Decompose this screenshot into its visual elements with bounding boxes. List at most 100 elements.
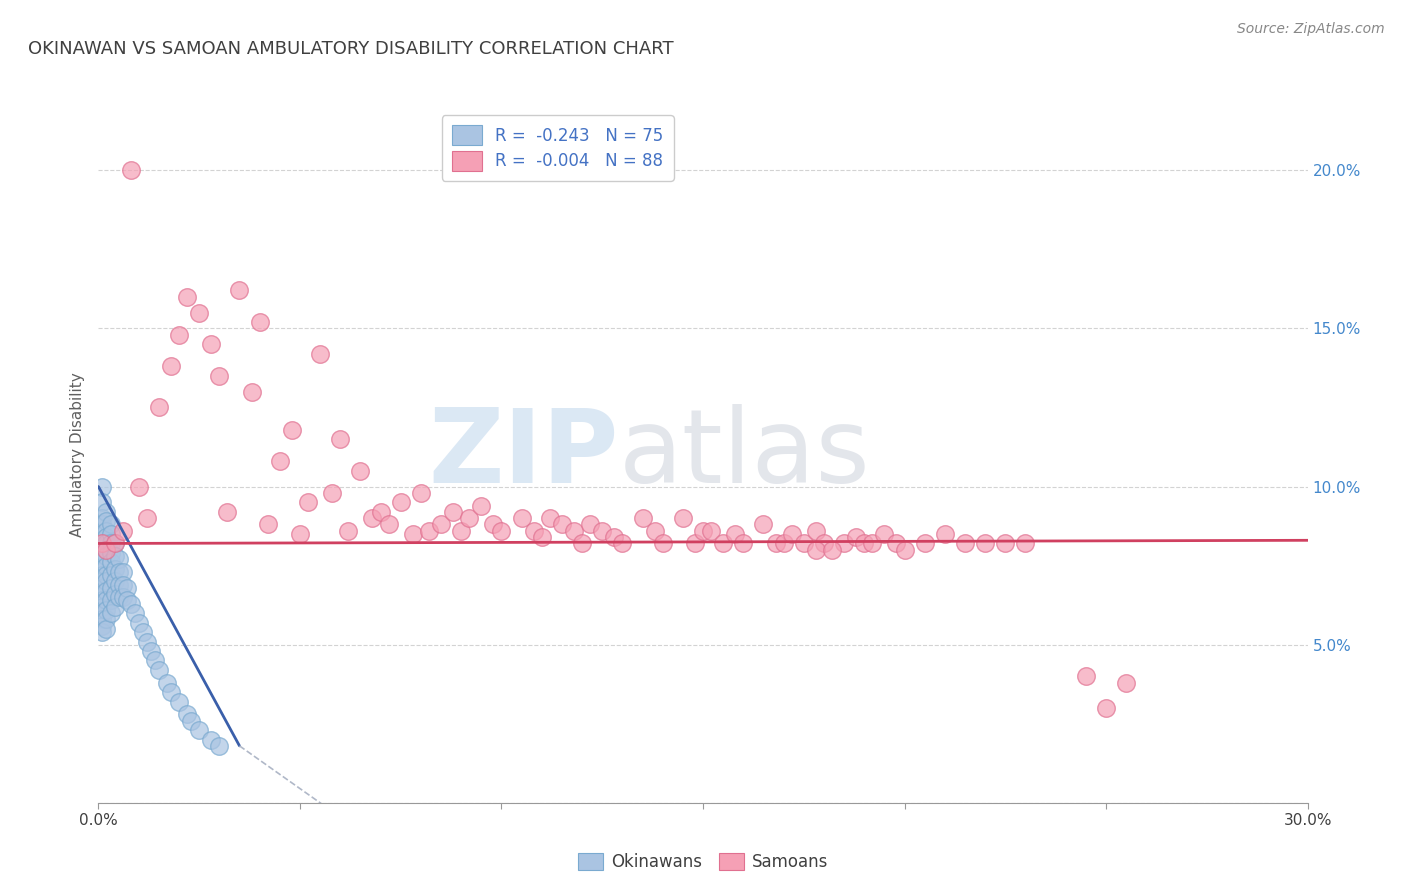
Point [793,536,815,550]
Point [103,536,125,550]
Point [217,505,239,519]
Point [700,524,723,538]
Point [96,524,118,538]
Point [804,524,827,538]
Point [115,593,138,607]
Point [124,606,146,620]
Point [107,565,129,579]
Point [111,524,134,538]
Y-axis label: Ambulatory Disability: Ambulatory Disability [70,373,86,537]
Point [1095,701,1118,715]
Point [752,517,775,532]
Point [167,695,190,709]
Point [562,524,585,538]
Point [269,454,291,468]
Point [91,587,114,601]
Point [91,574,114,589]
Point [91,562,114,576]
Text: atlas: atlas [619,404,870,506]
Point [96,568,118,582]
Point [530,530,553,544]
Text: Source: ZipAtlas.com: Source: ZipAtlas.com [1237,22,1385,37]
Point [96,542,118,557]
Point [91,593,114,607]
Point [128,615,150,630]
Point [200,732,222,747]
Point [893,542,915,557]
Point [103,587,125,601]
Point [591,524,613,538]
Point [240,384,263,399]
Point [103,574,125,589]
Point [103,562,125,576]
Point [845,530,868,544]
Point [91,556,114,570]
Point [91,527,114,541]
Point [143,653,166,667]
Point [120,597,142,611]
Point [821,542,844,557]
Point [724,527,747,541]
Point [349,464,371,478]
Point [430,517,453,532]
Point [409,486,432,500]
Point [107,591,129,605]
Point [135,634,157,648]
Point [377,517,399,532]
Point [631,511,654,525]
Point [450,524,472,538]
Point [96,603,118,617]
Point [860,536,883,550]
Point [100,568,122,582]
Point [103,549,125,563]
Point [361,511,384,525]
Point [96,574,118,589]
Point [91,549,114,563]
Point [765,536,787,550]
Point [96,549,118,563]
Point [100,593,122,607]
Point [103,599,125,614]
Point [692,524,714,538]
Point [337,524,360,538]
Point [156,675,179,690]
Point [91,612,114,626]
Point [96,530,118,544]
Point [91,606,114,620]
Point [160,685,183,699]
Point [100,546,122,560]
Point [309,347,332,361]
Point [579,517,602,532]
Point [128,479,150,493]
Point [571,536,593,550]
Point [208,368,231,383]
Point [91,511,114,525]
Point [886,536,908,550]
Point [644,524,666,538]
Point [100,517,122,532]
Point [111,565,134,579]
Point [100,527,122,541]
Point [953,536,976,550]
Point [188,723,211,737]
Point [1014,536,1036,550]
Point [132,625,155,640]
Point [418,524,440,538]
Point [711,536,734,550]
Point [91,533,114,548]
Point [603,530,626,544]
Point [91,542,114,557]
Point [672,511,695,525]
Point [651,536,673,550]
Point [96,505,118,519]
Point [91,517,114,532]
Point [281,423,304,437]
Point [160,359,183,374]
Point [139,644,162,658]
Point [780,527,803,541]
Point [683,536,706,550]
Point [111,577,134,591]
Point [100,581,122,595]
Point [96,542,118,557]
Point [115,581,138,595]
